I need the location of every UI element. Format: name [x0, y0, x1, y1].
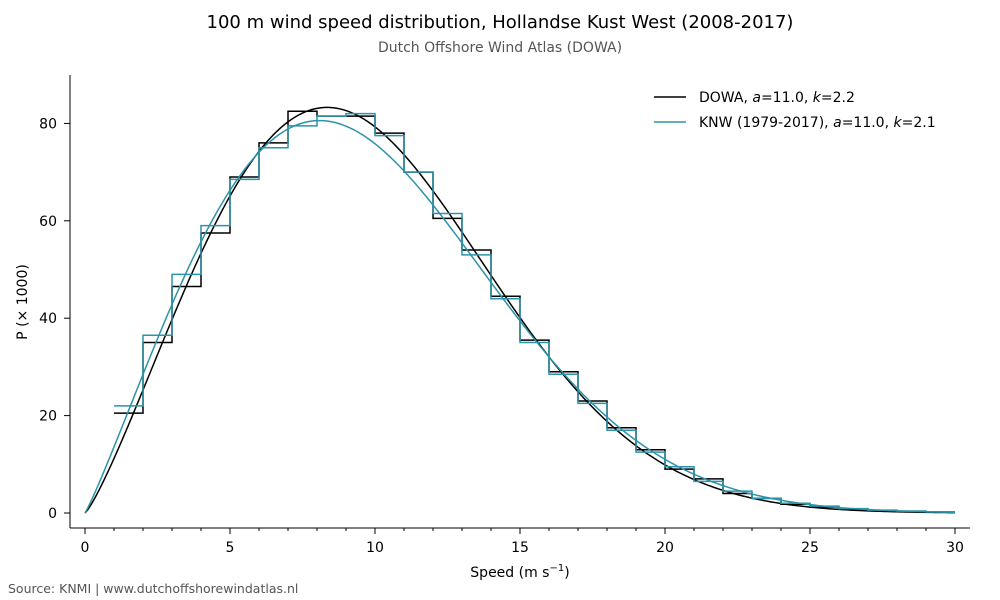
x-tick-label: 0 — [81, 540, 90, 556]
x-tick-label: 25 — [801, 540, 819, 556]
x-tick-label: 30 — [946, 540, 964, 556]
y-tick-label: 80 — [39, 116, 57, 132]
legend-label: DOWA, a=11.0, k=2.2 — [699, 90, 855, 106]
y-tick-label: 0 — [48, 506, 57, 522]
y-axis-label: P (× 1000) — [15, 264, 31, 340]
x-ticks: 0 5 10 15 20 25 30 — [81, 528, 964, 556]
x-axis-label: Speed (m s−1) — [470, 563, 569, 581]
histogram-steps — [114, 110, 955, 513]
legend-label: KNW (1979-2017), a=11.0, k=2.1 — [699, 115, 936, 131]
y-tick-label: 40 — [39, 311, 57, 327]
x-tick-label: 15 — [511, 540, 529, 556]
weibull-curve — [84, 119, 956, 514]
y-tick-label: 60 — [39, 214, 57, 230]
series-2 — [84, 112, 956, 514]
source-note: Source: KNMI | www.dutchoffshorewindatla… — [8, 581, 299, 596]
legend: DOWA, a=11.0, k=2.2 KNW (1979-2017), a=11… — [654, 90, 936, 131]
legend-item-2: KNW (1979-2017), a=11.0, k=2.1 — [654, 115, 936, 131]
x-tick-label: 20 — [656, 540, 674, 556]
chart-subtitle: Dutch Offshore Wind Atlas (DOWA) — [377, 40, 623, 56]
x-tick-label: 5 — [226, 540, 235, 556]
histogram-steps — [114, 112, 955, 513]
legend-item-1: DOWA, a=11.0, k=2.2 — [654, 90, 855, 106]
x-tick-label: 10 — [366, 540, 384, 556]
series-layer — [84, 106, 956, 514]
chart-title: 100 m wind speed distribution, Hollandse… — [206, 12, 794, 33]
y-ticks: 0 20 40 60 80 — [39, 116, 70, 522]
y-tick-label: 20 — [39, 409, 57, 425]
